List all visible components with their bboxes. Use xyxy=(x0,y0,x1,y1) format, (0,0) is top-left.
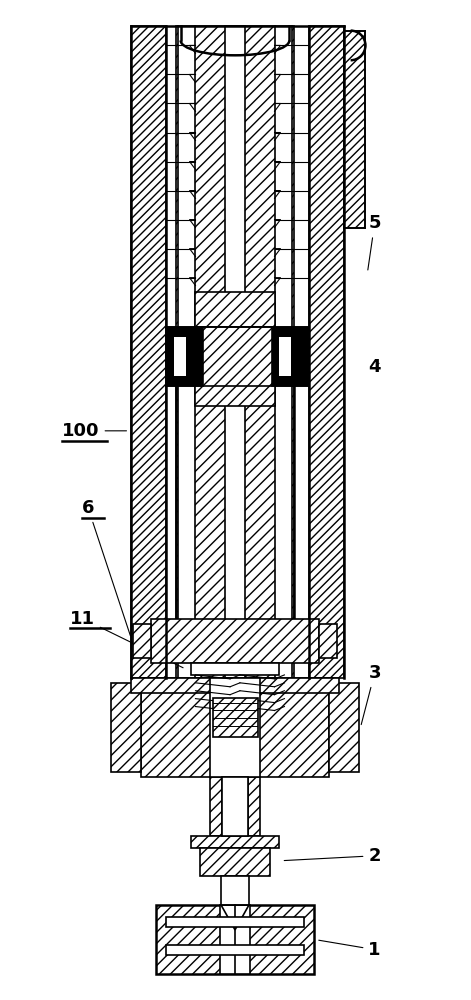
Bar xyxy=(191,836,279,848)
Bar xyxy=(178,26,195,678)
Text: 6: 6 xyxy=(82,499,130,636)
Bar xyxy=(272,327,309,386)
Bar xyxy=(195,327,275,406)
Text: 11: 11 xyxy=(70,610,183,668)
Bar xyxy=(156,905,314,974)
Bar xyxy=(131,678,339,693)
Bar xyxy=(309,26,344,678)
Bar xyxy=(344,31,365,228)
Bar xyxy=(213,698,258,737)
Bar xyxy=(210,777,222,836)
Bar xyxy=(191,663,279,675)
Bar xyxy=(166,327,203,386)
Text: 100: 100 xyxy=(62,422,127,440)
Bar xyxy=(221,876,249,905)
Bar xyxy=(222,777,248,836)
Bar xyxy=(275,26,292,678)
Bar xyxy=(248,777,260,836)
Bar xyxy=(279,337,292,376)
Bar xyxy=(220,905,250,974)
Text: 3: 3 xyxy=(361,664,381,725)
Bar xyxy=(174,337,186,376)
Bar xyxy=(195,292,275,327)
Bar xyxy=(131,26,166,678)
Text: 4: 4 xyxy=(368,358,381,376)
Text: 1: 1 xyxy=(319,940,381,959)
Polygon shape xyxy=(221,905,249,930)
Bar xyxy=(112,683,141,772)
Bar xyxy=(225,26,245,678)
Bar xyxy=(329,683,358,772)
Text: 5: 5 xyxy=(368,214,381,270)
Bar xyxy=(176,26,294,678)
Bar xyxy=(166,945,304,955)
Bar xyxy=(166,917,304,927)
Text: 2: 2 xyxy=(284,847,381,865)
Bar xyxy=(141,678,329,777)
Bar xyxy=(201,848,269,876)
Bar xyxy=(210,678,260,777)
Bar xyxy=(319,624,337,658)
Bar xyxy=(151,619,319,663)
Bar xyxy=(133,624,151,658)
